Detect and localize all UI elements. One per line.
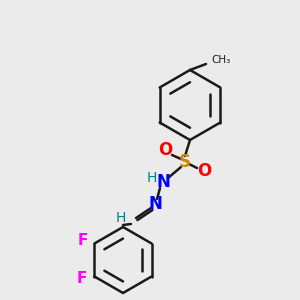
Text: CH₃: CH₃ xyxy=(211,55,230,65)
Text: N: N xyxy=(148,195,162,213)
Text: N: N xyxy=(156,173,170,191)
Text: S: S xyxy=(179,153,191,171)
Text: O: O xyxy=(158,141,172,159)
Text: O: O xyxy=(197,162,211,180)
Text: F: F xyxy=(76,271,87,286)
Text: H: H xyxy=(147,171,157,185)
Text: F: F xyxy=(77,233,88,248)
Text: H: H xyxy=(116,211,126,225)
